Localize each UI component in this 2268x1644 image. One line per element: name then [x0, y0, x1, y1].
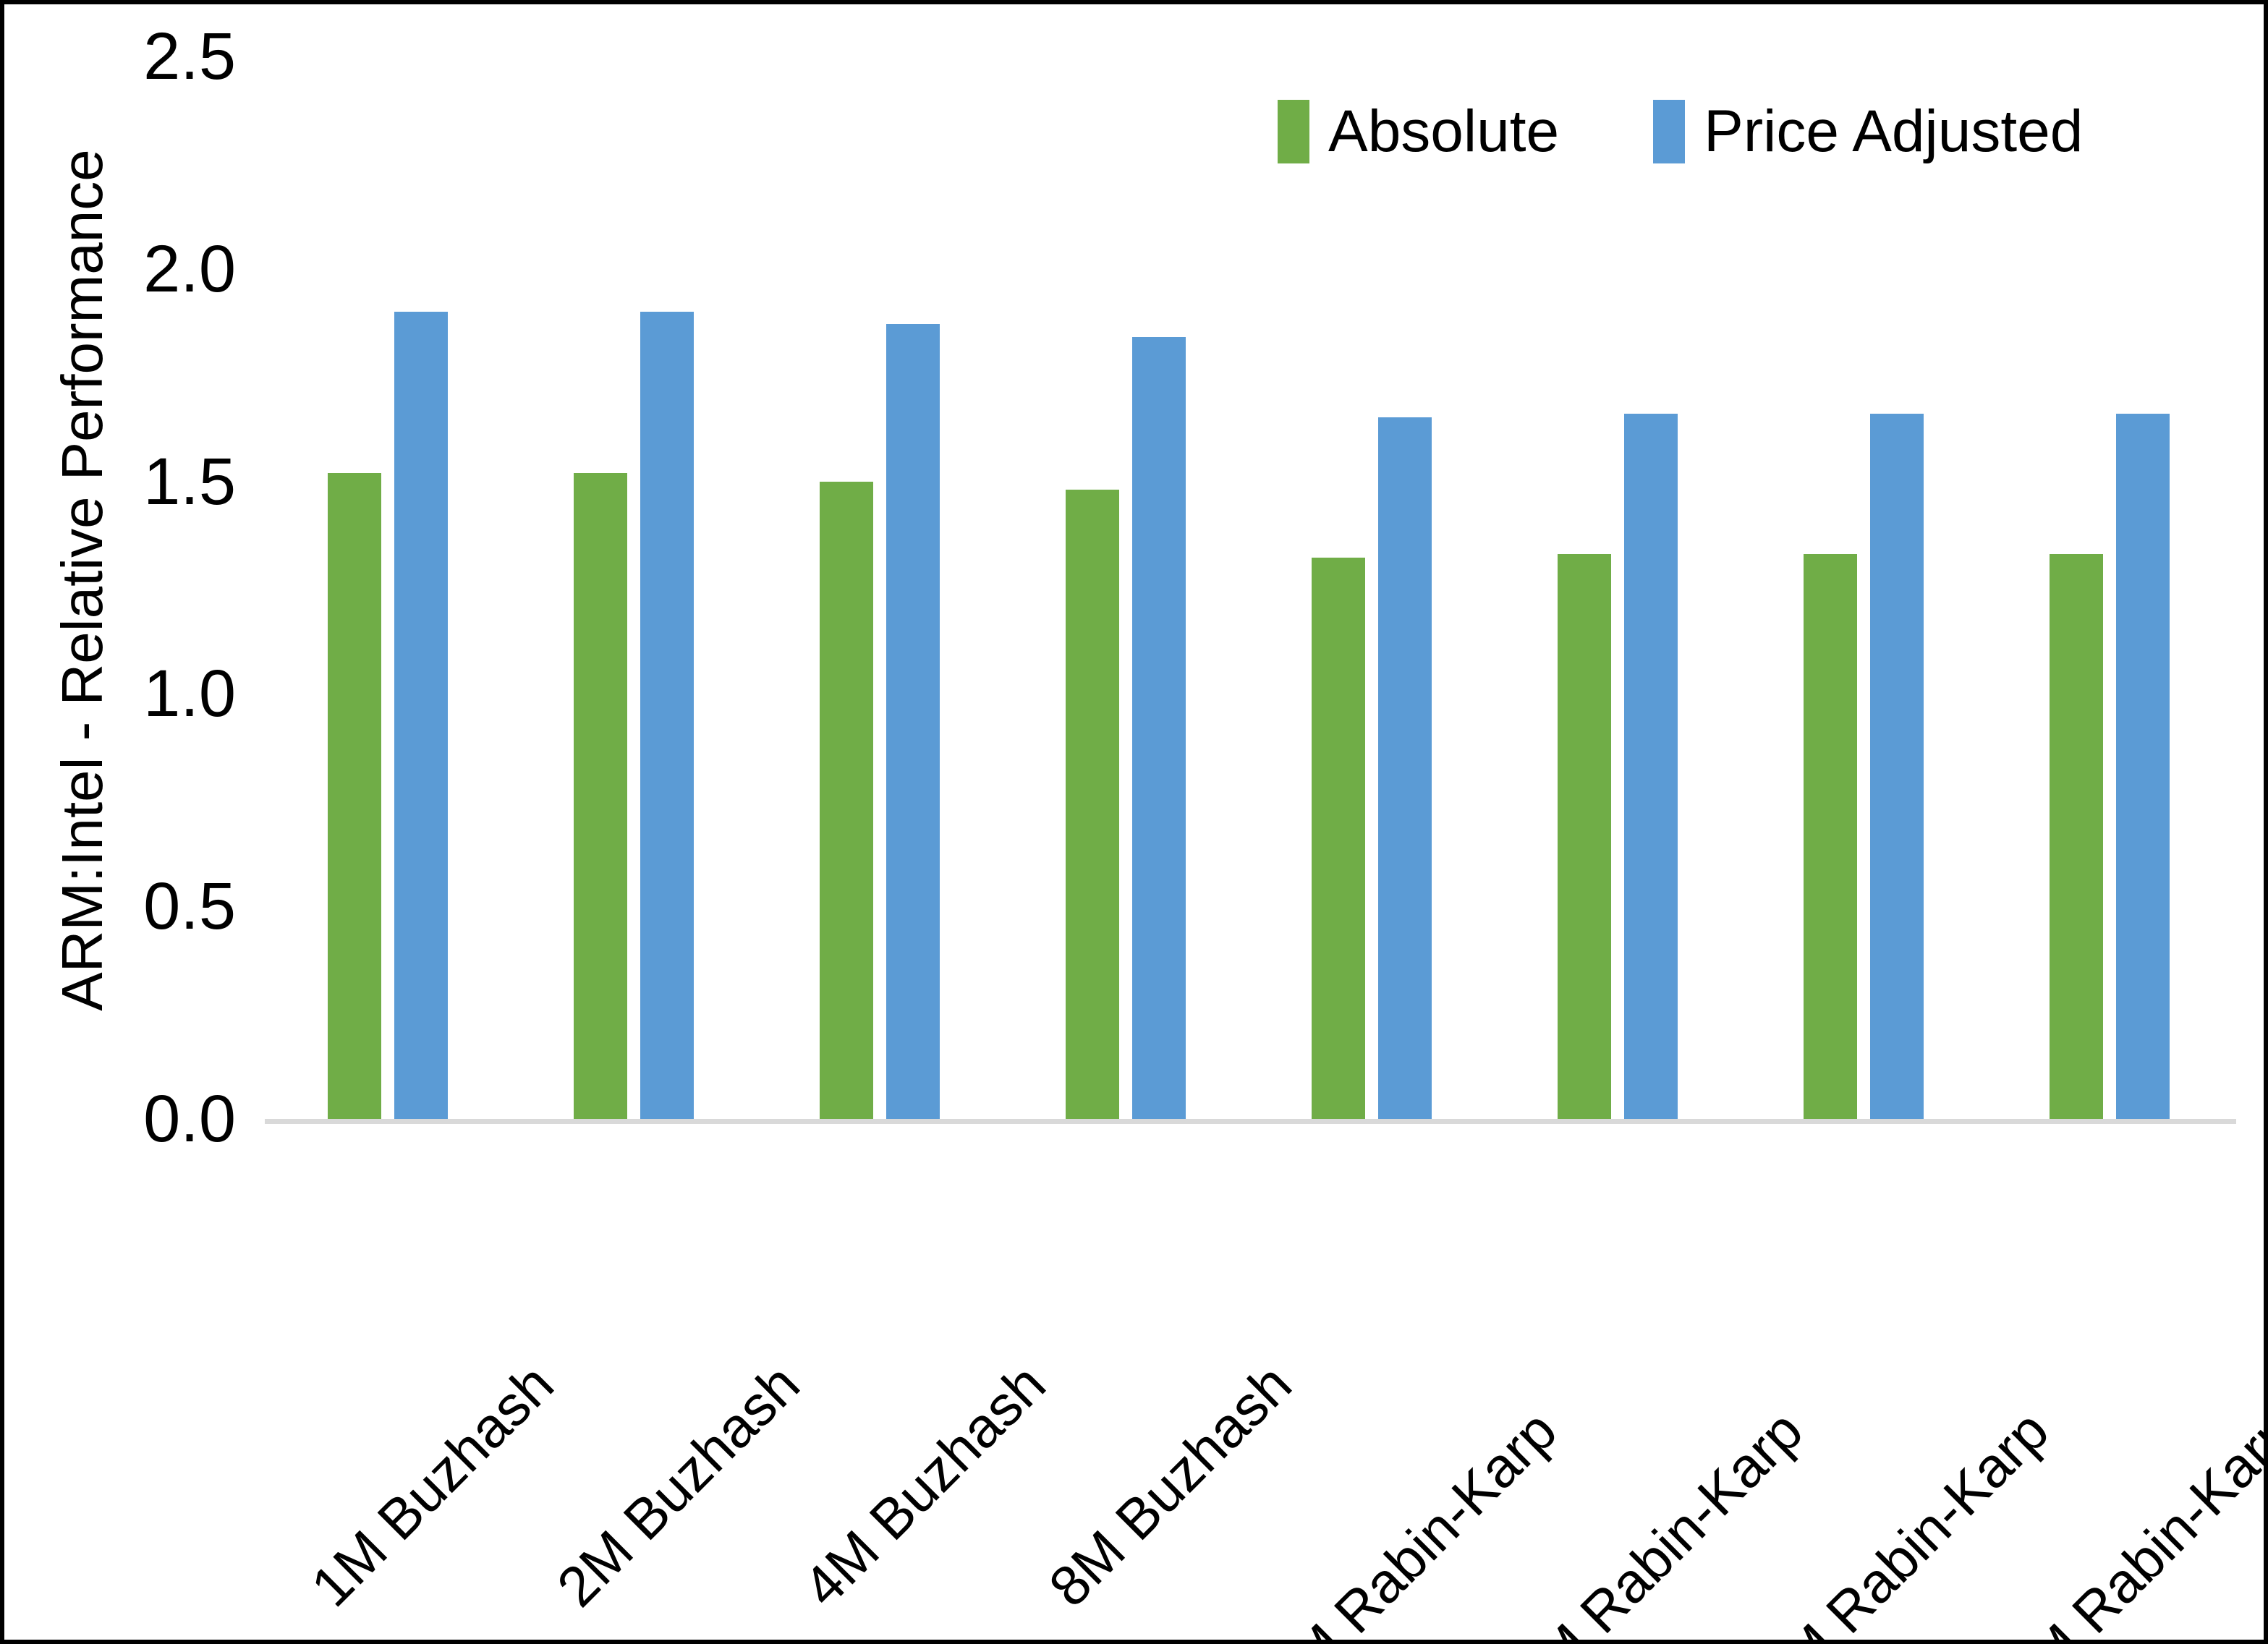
plot-area: [265, 56, 2233, 1119]
y-axis-tick-label: 1.0: [143, 657, 236, 731]
legend-swatch-icon: [1278, 100, 1309, 163]
bar[interactable]: [1624, 413, 1678, 1119]
bar[interactable]: [328, 472, 381, 1119]
y-axis-tick-labels: 2.5 2.0 1.5 1.0 0.5 0.0: [69, 4, 236, 1640]
bar[interactable]: [820, 481, 873, 1119]
chart-legend: Absolute Price Adjusted: [1278, 100, 2083, 163]
bar[interactable]: [1132, 336, 1186, 1119]
bar[interactable]: [2116, 413, 2170, 1119]
bar[interactable]: [574, 472, 627, 1119]
x-axis-tick-label: 2M Buzhash: [544, 1352, 812, 1619]
bar[interactable]: [1558, 553, 1611, 1119]
bar[interactable]: [1378, 417, 1432, 1119]
bar[interactable]: [2050, 553, 2103, 1119]
legend-item[interactable]: Price Adjusted: [1653, 100, 2083, 163]
bar-group: [1987, 56, 2233, 1119]
bar[interactable]: [886, 324, 940, 1119]
bar[interactable]: [1312, 558, 1365, 1119]
legend-item[interactable]: Absolute: [1278, 100, 1559, 163]
bar-group: [757, 56, 1003, 1119]
x-axis-tick-labels: 1M Buzhash 2M Buzhash 4M Buzhash 8M Buzhash…: [265, 1133, 2264, 1640]
bar[interactable]: [1870, 413, 1924, 1119]
x-axis-tick-label: 4M Buzhash: [790, 1352, 1058, 1619]
x-axis-tick-label: 8M Buzhash: [1036, 1352, 1304, 1619]
bar-group: [511, 56, 757, 1119]
bar-group: [265, 56, 511, 1119]
bar-group: [1741, 56, 1987, 1119]
bar-group: [1249, 56, 1495, 1119]
bar-group: [1003, 56, 1249, 1119]
bar[interactable]: [1066, 490, 1119, 1119]
bar-group: [1495, 56, 1741, 1119]
bar[interactable]: [640, 311, 694, 1119]
bar[interactable]: [1804, 553, 1857, 1119]
y-axis-tick-label: 2.0: [143, 231, 236, 306]
y-axis-tick-label: 1.5: [143, 444, 236, 519]
y-axis-tick-label: 0.5: [143, 869, 236, 944]
legend-item-label: Absolute: [1328, 98, 1560, 164]
x-axis-tick-label: 1M Buzhash: [298, 1352, 566, 1619]
y-axis-tick-label: 2.5: [143, 20, 236, 93]
y-axis-tick-label: 0.0: [143, 1082, 236, 1156]
bar[interactable]: [394, 311, 448, 1119]
x-axis-tick-label: 1M Rabin-Karp: [1255, 1398, 1569, 1644]
legend-item-label: Price Adjusted: [1704, 98, 2084, 164]
x-axis-line: [265, 1119, 2236, 1124]
legend-swatch-icon: [1653, 100, 1686, 163]
